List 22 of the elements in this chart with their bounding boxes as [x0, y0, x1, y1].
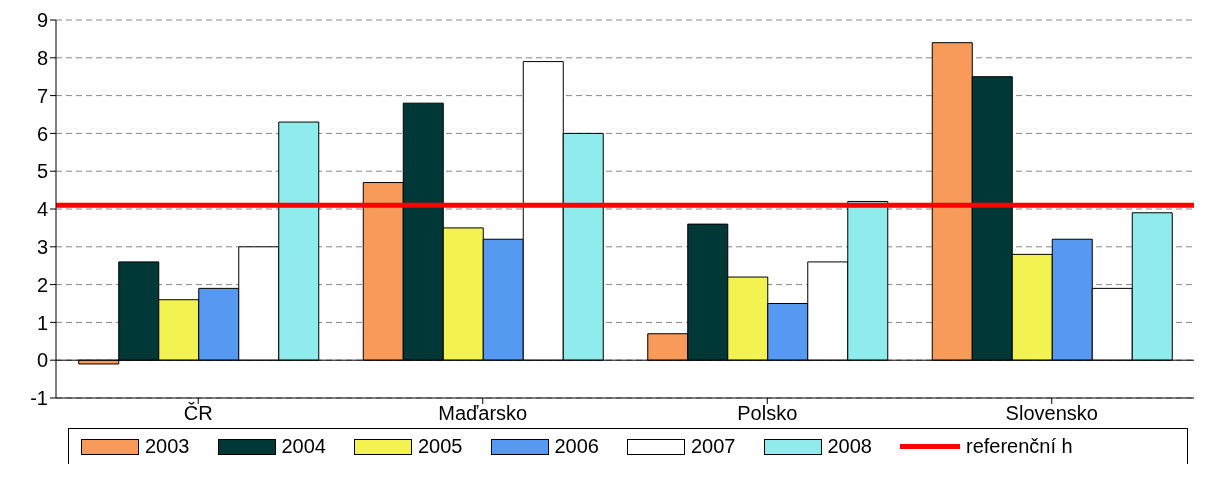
x-tick-label: ČR: [183, 402, 213, 425]
y-tick-label: 5: [36, 160, 48, 183]
y-tick-label: 9: [36, 9, 48, 32]
y-tick-label: 2: [36, 273, 48, 296]
y-tick-label: 7: [36, 84, 48, 107]
y-tick-label: 8: [36, 46, 48, 69]
legend-label: referenční h: [966, 435, 1073, 458]
legend-label: 2008: [827, 435, 872, 458]
y-tick-label: 0: [36, 349, 48, 372]
x-tick-label: Slovensko: [1005, 402, 1098, 425]
legend-label: 2005: [418, 435, 463, 458]
legend-label: 2004: [281, 435, 326, 458]
y-tick-label: -1: [30, 387, 48, 410]
x-tick-label: Polsko: [737, 402, 798, 425]
y-tick-label: 4: [36, 198, 48, 221]
legend-label: 2006: [554, 435, 599, 458]
y-tick-label: 3: [36, 235, 48, 258]
legend-label: 2007: [691, 435, 736, 458]
y-tick-label: 6: [36, 122, 48, 145]
x-tick-label: Maďarsko: [438, 402, 528, 425]
legend-label: 2003: [145, 435, 190, 458]
y-tick-label: 1: [36, 311, 48, 334]
